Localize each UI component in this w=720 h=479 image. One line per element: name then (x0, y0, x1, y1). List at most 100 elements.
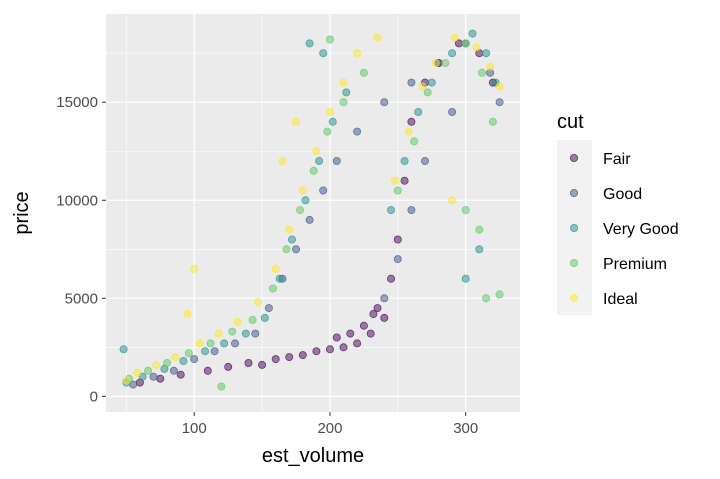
data-point (472, 43, 481, 52)
data-point (244, 358, 253, 367)
data-point (278, 156, 287, 165)
data-point (224, 362, 233, 371)
data-point (448, 108, 457, 117)
data-point (386, 274, 395, 283)
data-point (461, 274, 470, 283)
plot-panel (106, 14, 520, 412)
data-point (309, 166, 318, 175)
data-point (386, 206, 395, 215)
legend-items: Fair Good Very Good Premium Ideal (570, 151, 679, 308)
data-point (482, 49, 491, 58)
y-axis-title: price (11, 191, 33, 234)
data-point (420, 156, 429, 165)
y-tick-label: 15000 (56, 94, 98, 111)
data-point (312, 347, 321, 356)
data-point (183, 309, 192, 318)
x-tick-label: 100 (182, 420, 207, 437)
data-point (184, 349, 193, 358)
x-tick-label: 200 (317, 420, 342, 437)
data-point (285, 225, 294, 234)
data-point (495, 98, 504, 107)
data-point (468, 29, 477, 38)
legend-key (570, 293, 579, 302)
legend: cut Fair Good Very Good Premium Ideal (557, 111, 679, 315)
legend-label: Very Good (603, 221, 679, 238)
legend-title: cut (557, 111, 584, 133)
data-point (253, 298, 262, 307)
data-point (332, 156, 341, 165)
data-points (119, 29, 504, 391)
data-point (285, 353, 294, 362)
data-point (275, 274, 284, 283)
data-point (353, 49, 362, 58)
data-point (325, 35, 334, 44)
data-point (138, 372, 147, 381)
data-point (423, 88, 432, 97)
data-point (233, 317, 242, 326)
data-point (380, 313, 389, 322)
data-point (328, 117, 337, 126)
data-point (400, 176, 409, 185)
data-point (482, 294, 491, 303)
legend-key (570, 153, 579, 162)
data-point (305, 215, 314, 224)
data-point (282, 245, 291, 254)
data-point (171, 353, 180, 362)
data-point (339, 98, 348, 107)
data-point (228, 327, 237, 336)
data-point (122, 376, 131, 385)
data-point (353, 127, 362, 136)
x-axis: 100 200 300 (182, 412, 478, 437)
data-point (260, 313, 269, 322)
legend-key (570, 188, 579, 197)
data-point (346, 329, 355, 338)
data-point (271, 355, 280, 364)
y-axis: 0 5000 10000 15000 (56, 94, 106, 405)
data-point (133, 368, 142, 377)
data-point (190, 355, 199, 364)
data-point (359, 321, 368, 330)
data-point (407, 117, 416, 126)
y-tick-label: 10000 (56, 192, 98, 209)
data-point (149, 372, 158, 381)
data-point (431, 59, 440, 68)
data-point (391, 176, 400, 185)
legend-label: Ideal (603, 291, 638, 308)
data-point (332, 333, 341, 342)
data-point (264, 304, 273, 313)
data-point (393, 235, 402, 244)
data-point (319, 49, 328, 58)
data-point (301, 196, 310, 205)
data-point (404, 127, 413, 136)
legend-label: Fair (603, 151, 631, 168)
data-point (400, 156, 409, 165)
data-point (418, 82, 427, 91)
data-point (427, 78, 436, 87)
y-tick-label: 0 (90, 388, 98, 405)
data-point (203, 366, 212, 375)
data-point (461, 206, 470, 215)
data-point (291, 245, 300, 254)
legend-key (570, 258, 579, 267)
data-point (291, 117, 300, 126)
data-point (315, 156, 324, 165)
data-point (163, 358, 172, 367)
data-point (325, 345, 334, 354)
data-point (373, 304, 382, 313)
data-point (380, 294, 389, 303)
data-point (287, 235, 296, 244)
data-point (486, 62, 495, 71)
legend-label: Good (603, 186, 642, 203)
data-point (230, 339, 239, 348)
data-point (495, 290, 504, 299)
data-point (353, 339, 362, 348)
data-point (305, 39, 314, 48)
data-point (156, 374, 165, 383)
data-point (176, 370, 185, 379)
data-point (201, 347, 210, 356)
data-point (495, 82, 504, 91)
data-point (477, 68, 486, 77)
data-point (179, 356, 188, 365)
x-tick-label: 300 (453, 420, 478, 437)
